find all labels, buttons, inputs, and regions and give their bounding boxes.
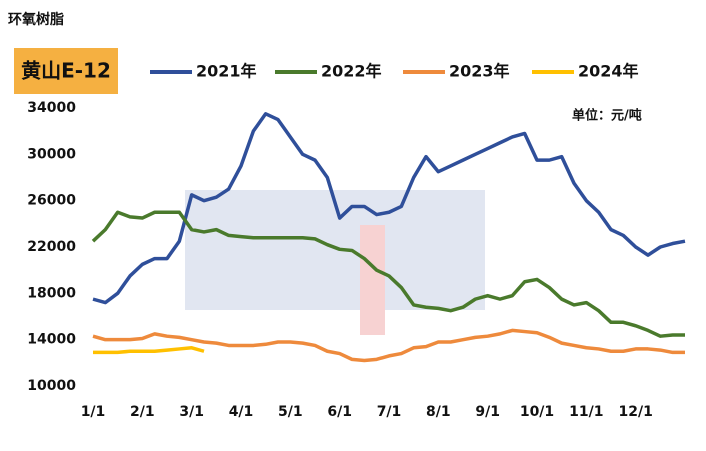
x-tick-label: 8/1 [426, 404, 451, 420]
x-tick-label: 10/1 [520, 404, 554, 420]
x-tick-label: 1/1 [81, 404, 106, 420]
y-tick-label: 26000 [27, 193, 76, 209]
legend-label: 2021年 [196, 62, 257, 81]
page-title: 环氧树脂 [8, 11, 64, 28]
watermark [185, 190, 485, 335]
series-line [91, 210, 685, 338]
unit-label: 单位：元/吨 [572, 108, 642, 124]
x-tick-label: 11/1 [569, 404, 603, 420]
legend-label: 2022年 [321, 62, 382, 81]
x-tick-label: 2/1 [130, 404, 155, 420]
legend-label: 2023年 [449, 62, 510, 81]
x-tick-label: 4/1 [229, 404, 254, 420]
x-tick-label: 7/1 [377, 404, 402, 420]
x-tick-label: 12/1 [618, 404, 652, 420]
x-tick-label: 6/1 [327, 404, 352, 420]
x-tick-label: 3/1 [179, 404, 204, 420]
x-tick-label: 5/1 [278, 404, 303, 420]
series-line [92, 328, 685, 363]
legend-label: 2024年 [578, 62, 639, 81]
series-line [93, 346, 205, 355]
y-tick-label: 30000 [27, 146, 76, 162]
y-tick-label: 18000 [27, 285, 76, 301]
product-label: 黄山E-12 [21, 59, 111, 83]
y-tick-label: 34000 [27, 100, 76, 116]
x-tick-label: 9/1 [475, 404, 500, 420]
y-tick-label: 14000 [27, 332, 76, 348]
series-line [92, 112, 686, 305]
y-tick-label: 22000 [27, 239, 76, 255]
y-tick-label: 10000 [27, 378, 76, 394]
product-box [14, 48, 118, 94]
